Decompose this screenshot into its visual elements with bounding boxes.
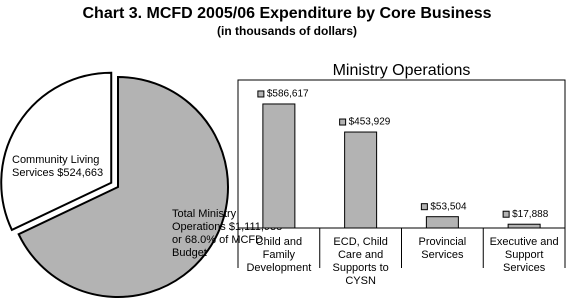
x-tick-label: Support (505, 249, 544, 261)
x-tick-label: Care and (338, 249, 383, 261)
slice-label: Total Ministry (172, 208, 237, 220)
x-tick-label: Child and (256, 236, 302, 248)
x-tick-label: Services (503, 262, 546, 274)
value-label: $453,929 (349, 117, 391, 128)
label-marker (339, 118, 347, 126)
bar (344, 131, 378, 229)
x-tick-label: Development (246, 262, 311, 274)
chart-title: Chart 3. MCFD 2005/06 Expenditure by Cor… (82, 5, 491, 22)
label-marker (502, 210, 510, 218)
bar (425, 216, 459, 229)
bar (507, 223, 541, 229)
slice-label: Budget (172, 247, 207, 259)
x-tick-label: ECD, Child (333, 236, 387, 248)
bar (262, 103, 296, 229)
slice-label: or 68.0% of MCFD (172, 234, 263, 246)
x-tick-label: Services (421, 249, 464, 261)
chart-subtitle: (in thousands of dollars) (217, 24, 357, 38)
label-marker (420, 203, 428, 211)
x-tick-label: Supports to (332, 262, 388, 274)
slice-label: Services $524,663 (12, 167, 103, 179)
x-tick-label: CYSN (345, 275, 376, 287)
x-tick-label: Executive and (490, 236, 559, 248)
pie-slice (0, 71, 113, 232)
value-label: $17,888 (512, 209, 549, 220)
x-tick-label: Family (263, 249, 296, 261)
pie-slice (17, 75, 229, 298)
bar-chart-title: Ministry Operations (333, 62, 471, 79)
value-label: $586,617 (267, 89, 309, 100)
slice-label: Operations $1,111,938 (172, 221, 282, 233)
x-tick-label: Provincial (419, 236, 467, 248)
slice-label: Community Living (12, 154, 99, 166)
label-marker (257, 90, 265, 98)
value-label: $53,504 (430, 201, 467, 212)
